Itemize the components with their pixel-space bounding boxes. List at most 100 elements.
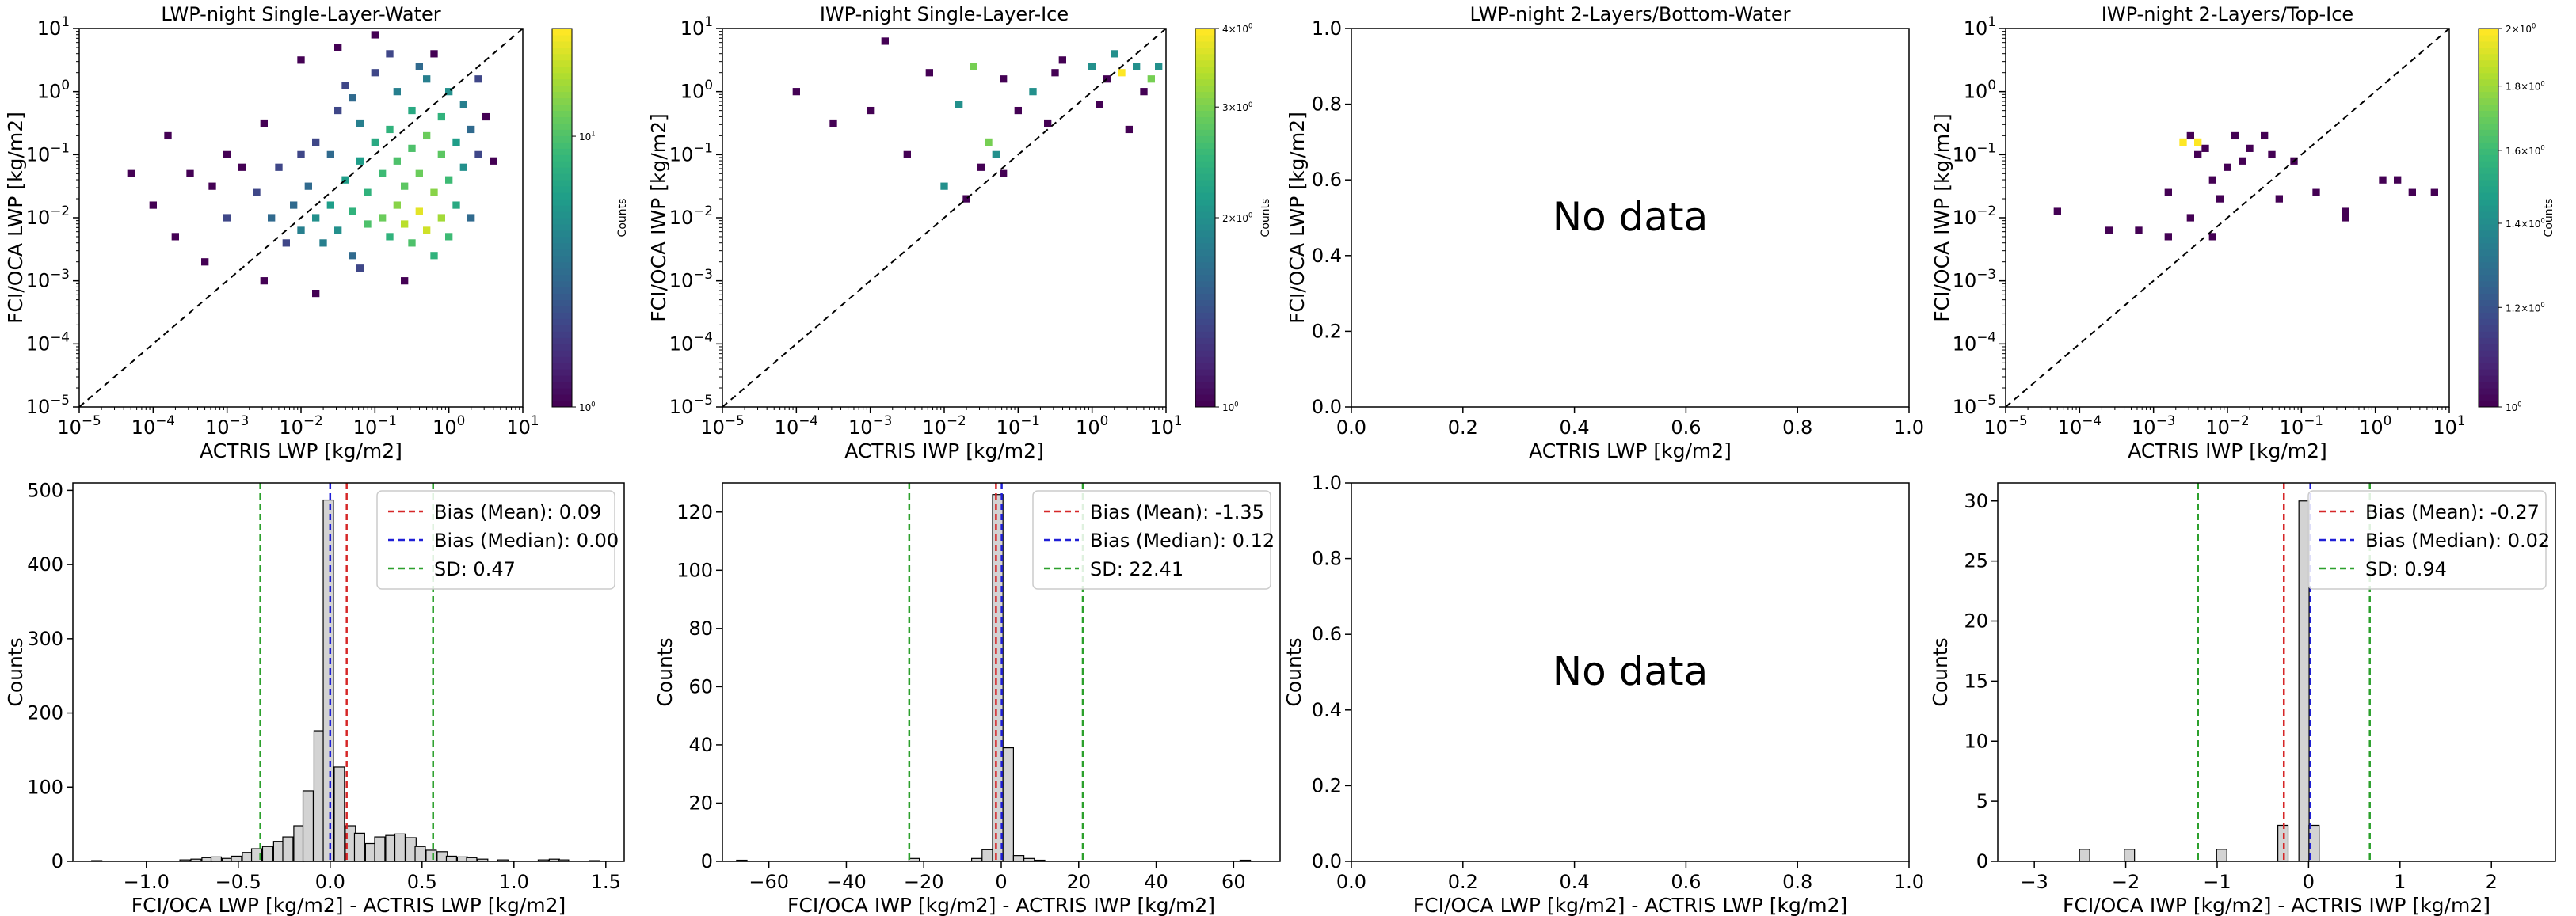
heatmap-cell [127,169,135,177]
heatmap-cell [430,50,438,58]
x-tick-label: 100 [1076,412,1108,439]
heatmap-cell [356,157,364,165]
legend-entry: Bias (Mean): -0.27 [2365,501,2540,523]
colorbar-segment [552,363,572,370]
y-tick-label: 10−4 [26,329,70,355]
histogram-bar [456,856,468,862]
no-data-text: No data [1553,648,1709,694]
x-tick-label: 10−3 [205,412,249,439]
chart-title: IWP-night Single-Layer-Ice [820,3,1069,25]
histogram-bar [394,833,406,862]
legend-frame [376,490,615,590]
heatmap-cell [364,220,372,228]
heatmap-cell [459,101,467,108]
heatmap-cell [401,182,409,190]
colorbar-segment [1195,325,1215,332]
colorbar-4: 100 1.2×100 1.4×100 1.6×100 1.8×100 2×100 Coun… [2478,22,2555,413]
y-tick-label: 10−4 [669,329,713,355]
y-axis-label: Counts [1282,637,1305,706]
heatmap-cell [415,169,423,177]
colorbar-segment [1195,350,1215,357]
colorbar-segment [1195,110,1215,118]
heatmap-cell [1133,63,1141,70]
x-tick-label: 10−2 [2205,412,2249,439]
colorbar-segment [1195,331,1215,338]
colorbar-segment [552,306,572,313]
y-tick-label: 10−5 [669,392,713,418]
x-axis-label: ACTRIS LWP [kg/m2] [1529,439,1732,462]
colorbar-segment [1195,318,1215,325]
heatmap-cell [459,163,467,171]
legend: Bias (Mean): -1.35 Bias (Median): 0.12 SD:… [1032,490,1275,590]
colorbar-segment [552,249,572,257]
colorbar-segment [1195,299,1215,307]
legend-frame [2307,490,2547,590]
legend: Bias (Mean): 0.09 Bias (Median): 0.00 SD: … [376,490,619,590]
x-tick-label: 60 [1221,871,1246,893]
y-tick-label: 100 [27,776,63,798]
colorbar-segment [552,167,572,174]
heatmap-cell [334,44,342,51]
heatmap-cell [1051,69,1059,77]
heatmap-cell [312,214,320,222]
colorbar-segment [2479,325,2498,332]
y-tick-label: 10−2 [26,203,70,229]
heatmap-cell [1140,88,1148,96]
colorbar-segment [1195,268,1215,276]
colorbar-segment [2479,148,2498,155]
colorbar-tick-label: 1.6×100 [2506,143,2545,156]
colorbar-tick-label: 2×100 [2506,22,2536,35]
heatmap-cell [1155,63,1163,70]
heatmap-cell [423,131,431,140]
colorbar-segment [2479,230,2498,238]
colorbar-segment [1195,29,1215,36]
heatmap-cell [437,214,445,222]
colorbar-segment [552,261,572,269]
x-tick-label: −1 [2203,871,2231,893]
colorbar-segment [552,280,572,288]
heatmap-cell [2194,138,2202,146]
histogram-bar [261,846,273,862]
heatmap-cell [371,138,379,146]
heatmap-cell [349,207,356,215]
colorbar-segment [1195,161,1215,168]
heatmap-cell [2394,176,2402,184]
x-tick-label: 101 [1149,412,1182,439]
heatmap-cell [201,258,209,266]
colorbar-segment [552,110,572,118]
heatmap-cell [334,106,342,115]
heatmap-cell [940,182,948,190]
colorbar-segment [1195,66,1215,74]
colorbar-segment [1195,274,1215,282]
heatmap-cell [290,201,298,209]
x-tick-label: −2 [2112,871,2140,893]
subplot-4: 10−5 10−4 10−3 10−2 10−1 100 101 10−5 10−4 10−3 10… [1930,3,2466,462]
colorbar-segment [2479,337,2498,344]
histogram-bar [445,855,457,862]
colorbar-segment [2479,287,2498,295]
x-tick-label: 0.0 [1336,416,1366,439]
x-tick-label: 0.0 [315,871,345,893]
chart-title: LWP-night Single-Layer-Water [161,3,440,25]
y-tick-label: 60 [688,675,713,697]
colorbar-segment [1195,218,1215,225]
histogram-bar [231,855,242,862]
heatmap-cell [2053,207,2061,215]
legend-entry: Bias (Median): 0.02 [2365,530,2550,552]
heatmap-cell [2408,188,2416,196]
heatmap-cell [408,239,416,247]
heatmap-cell [297,226,305,234]
histogram-bar [210,856,223,862]
chart-title: IWP-night 2-Layers/Top-Ice [2102,3,2353,25]
axes-frame [72,482,625,862]
heatmap-cell [2208,176,2216,184]
x-axis-label: FCI/OCA LWP [kg/m2] - ACTRIS LWP [kg/m2] [131,894,566,916]
x-tick-label: 10−4 [775,412,818,439]
colorbar-segment [2479,154,2498,162]
y-axis-label: FCI/OCA IWP [kg/m2] [647,113,670,321]
colorbar-segment [552,135,572,143]
heatmap-cell [1058,56,1066,64]
colorbar-segment [552,91,572,99]
y-tick-label: 40 [688,734,713,756]
